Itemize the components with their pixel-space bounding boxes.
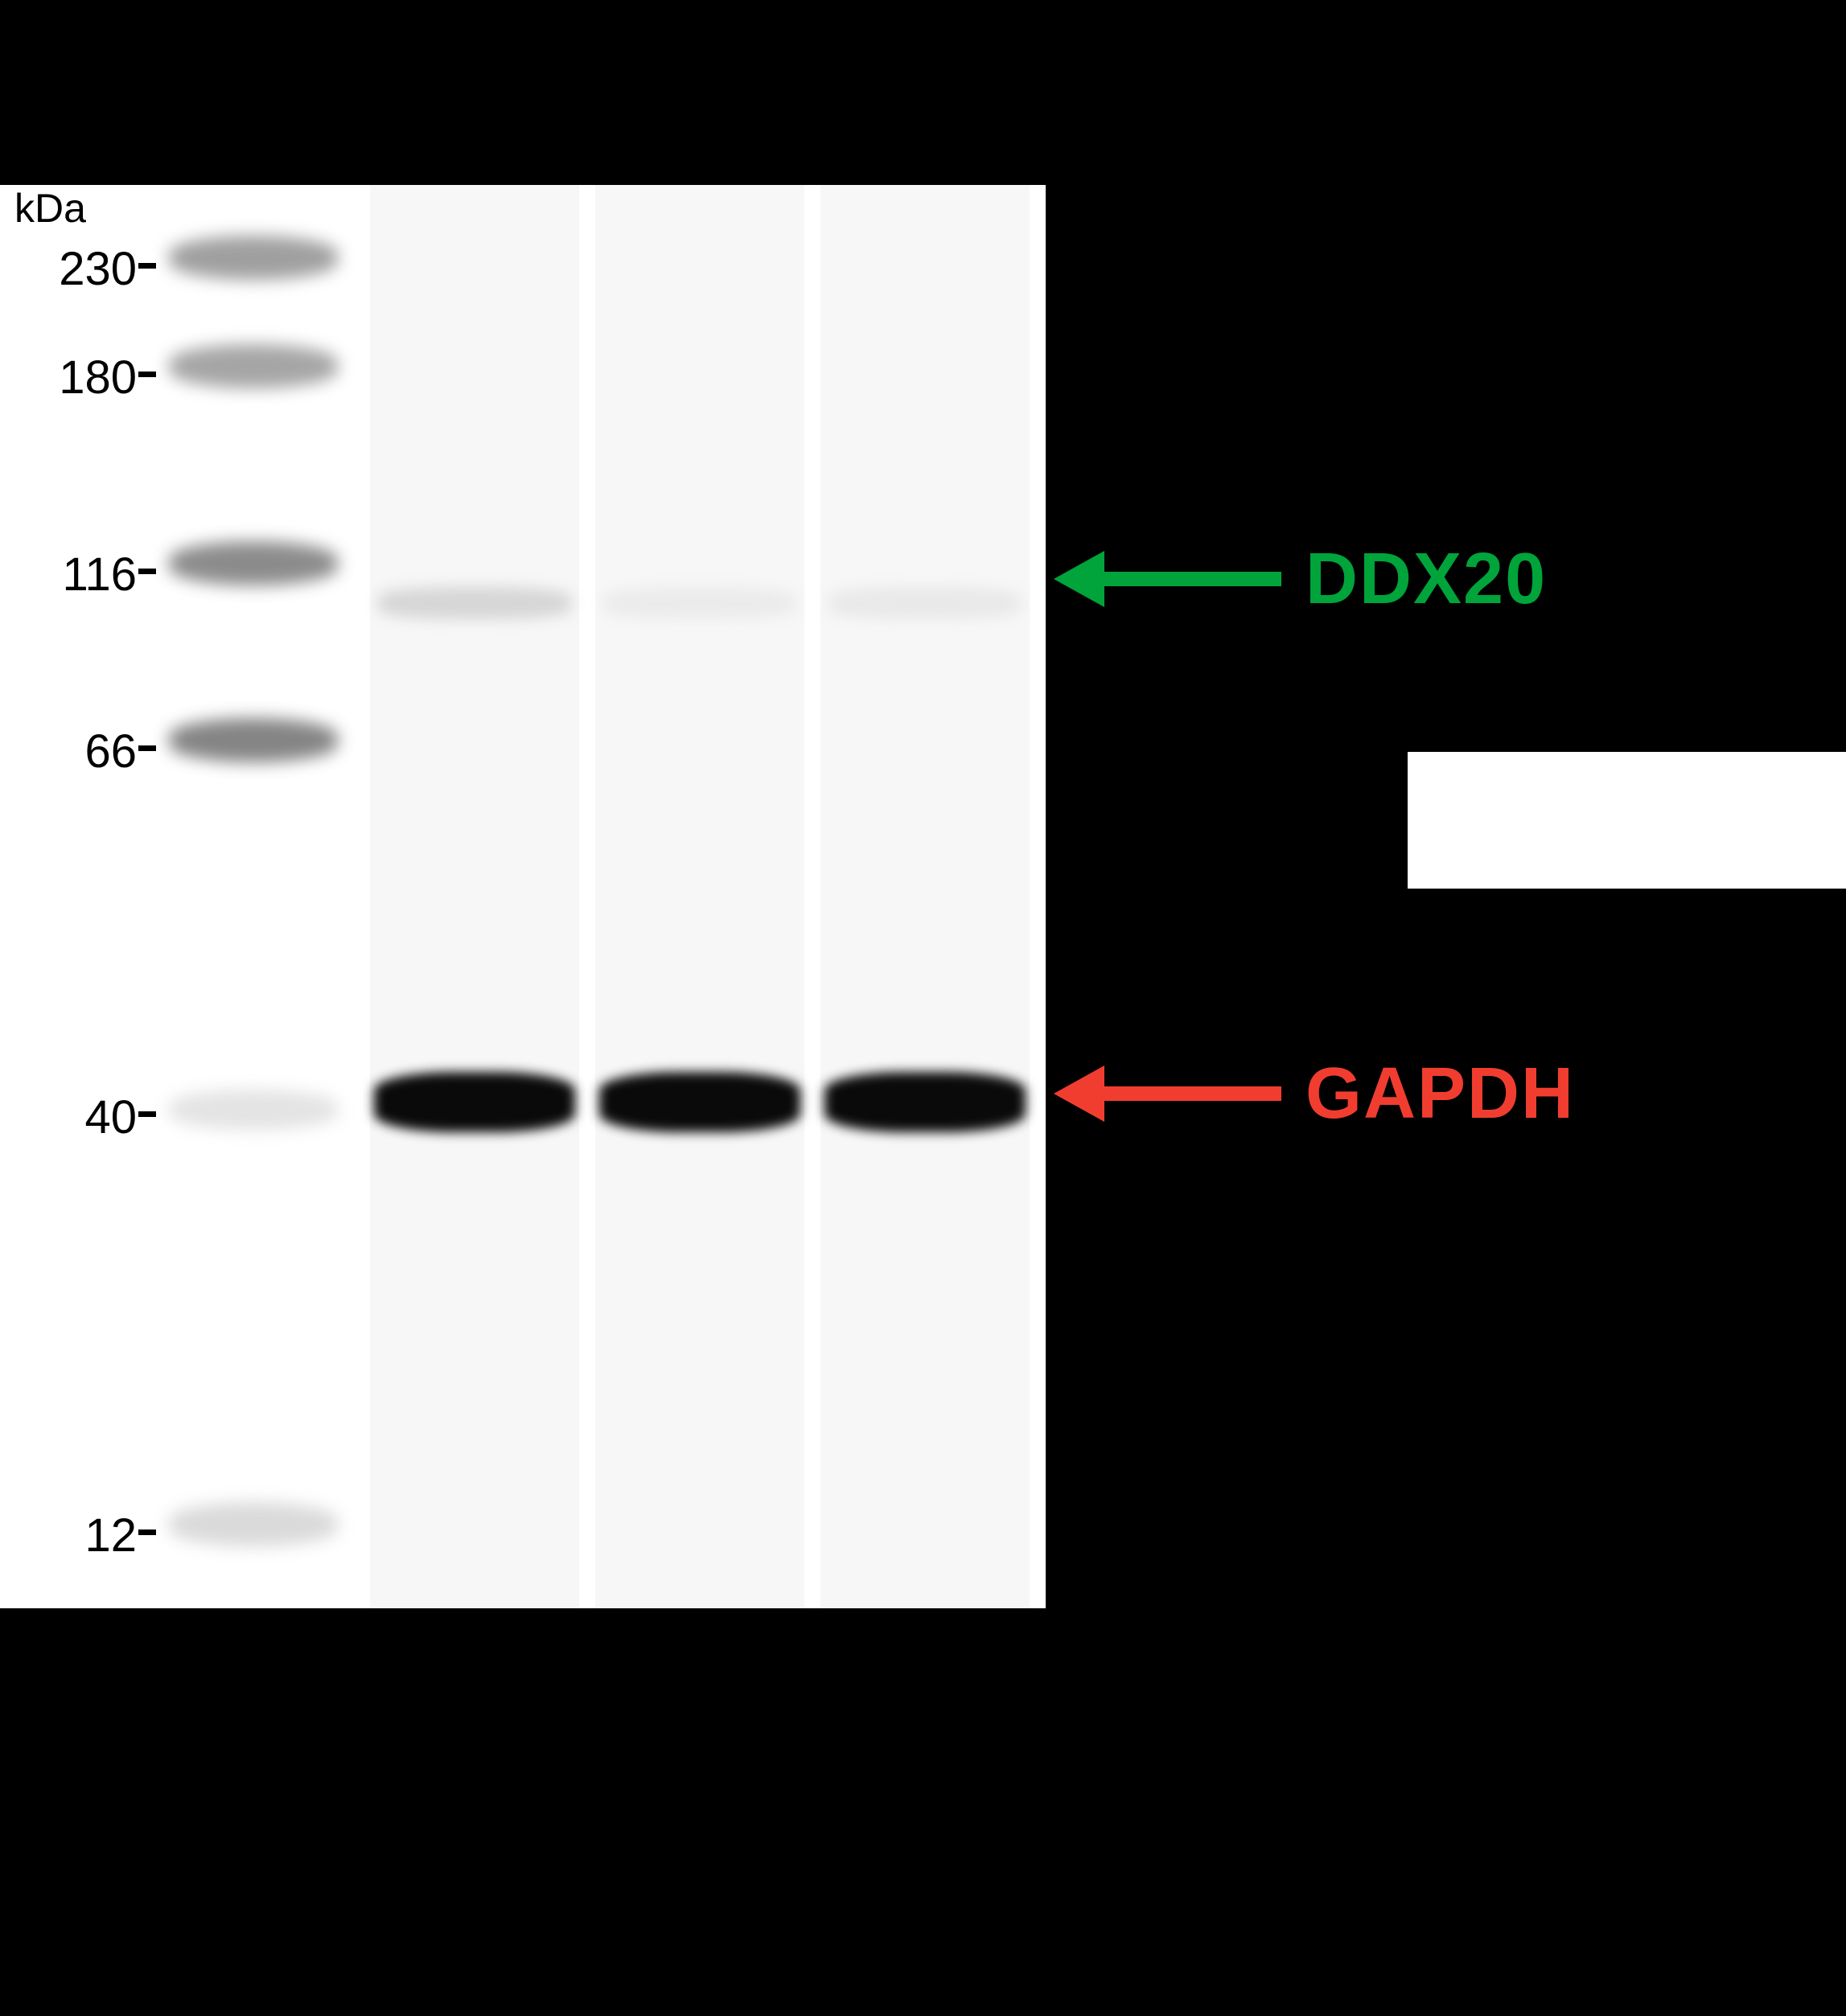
mw-label: 180 bbox=[16, 351, 137, 404]
western-blot-panel: kDa 230 180 116 66 40 12 bbox=[0, 185, 1046, 1608]
ladder-band bbox=[169, 1090, 338, 1130]
mw-tick bbox=[138, 569, 156, 574]
mw-label: 12 bbox=[16, 1509, 137, 1562]
gapdh-band bbox=[824, 1072, 1026, 1132]
mw-tick bbox=[138, 1529, 156, 1535]
mw-label: 230 bbox=[16, 242, 137, 296]
mw-label: 40 bbox=[16, 1090, 137, 1144]
ladder-band bbox=[169, 541, 338, 585]
mw-tick bbox=[138, 745, 156, 751]
gapdh-band bbox=[599, 1072, 800, 1132]
mw-tick bbox=[138, 1111, 156, 1117]
ddx20-arrow: DDX20 bbox=[1054, 551, 1547, 607]
gapdh-band bbox=[374, 1072, 575, 1132]
arrow-shaft bbox=[1104, 1086, 1281, 1101]
ddx20-band bbox=[828, 587, 1022, 619]
mw-label: 116 bbox=[16, 548, 137, 602]
arrow-head-icon bbox=[1054, 1065, 1104, 1122]
arrow-text-label: GAPDH bbox=[1305, 1053, 1575, 1135]
lane-background bbox=[370, 185, 579, 1608]
arrow-shaft bbox=[1104, 572, 1281, 586]
arrow-head-icon bbox=[1054, 551, 1104, 607]
mw-tick bbox=[138, 263, 156, 269]
ladder-band bbox=[169, 718, 338, 762]
lane-background bbox=[820, 185, 1030, 1608]
ladder-band bbox=[169, 344, 338, 388]
ladder-band bbox=[169, 236, 338, 280]
side-panel bbox=[1408, 752, 1846, 889]
ddx20-band bbox=[603, 587, 796, 619]
ladder-band bbox=[169, 1502, 338, 1546]
mw-label: 66 bbox=[16, 725, 137, 778]
lane-background bbox=[595, 185, 804, 1608]
mw-tick bbox=[138, 372, 156, 377]
arrow-text-label: DDX20 bbox=[1305, 538, 1547, 621]
ddx20-band bbox=[378, 587, 571, 619]
kda-unit-label: kDa bbox=[14, 185, 86, 232]
gapdh-arrow: GAPDH bbox=[1054, 1065, 1575, 1122]
